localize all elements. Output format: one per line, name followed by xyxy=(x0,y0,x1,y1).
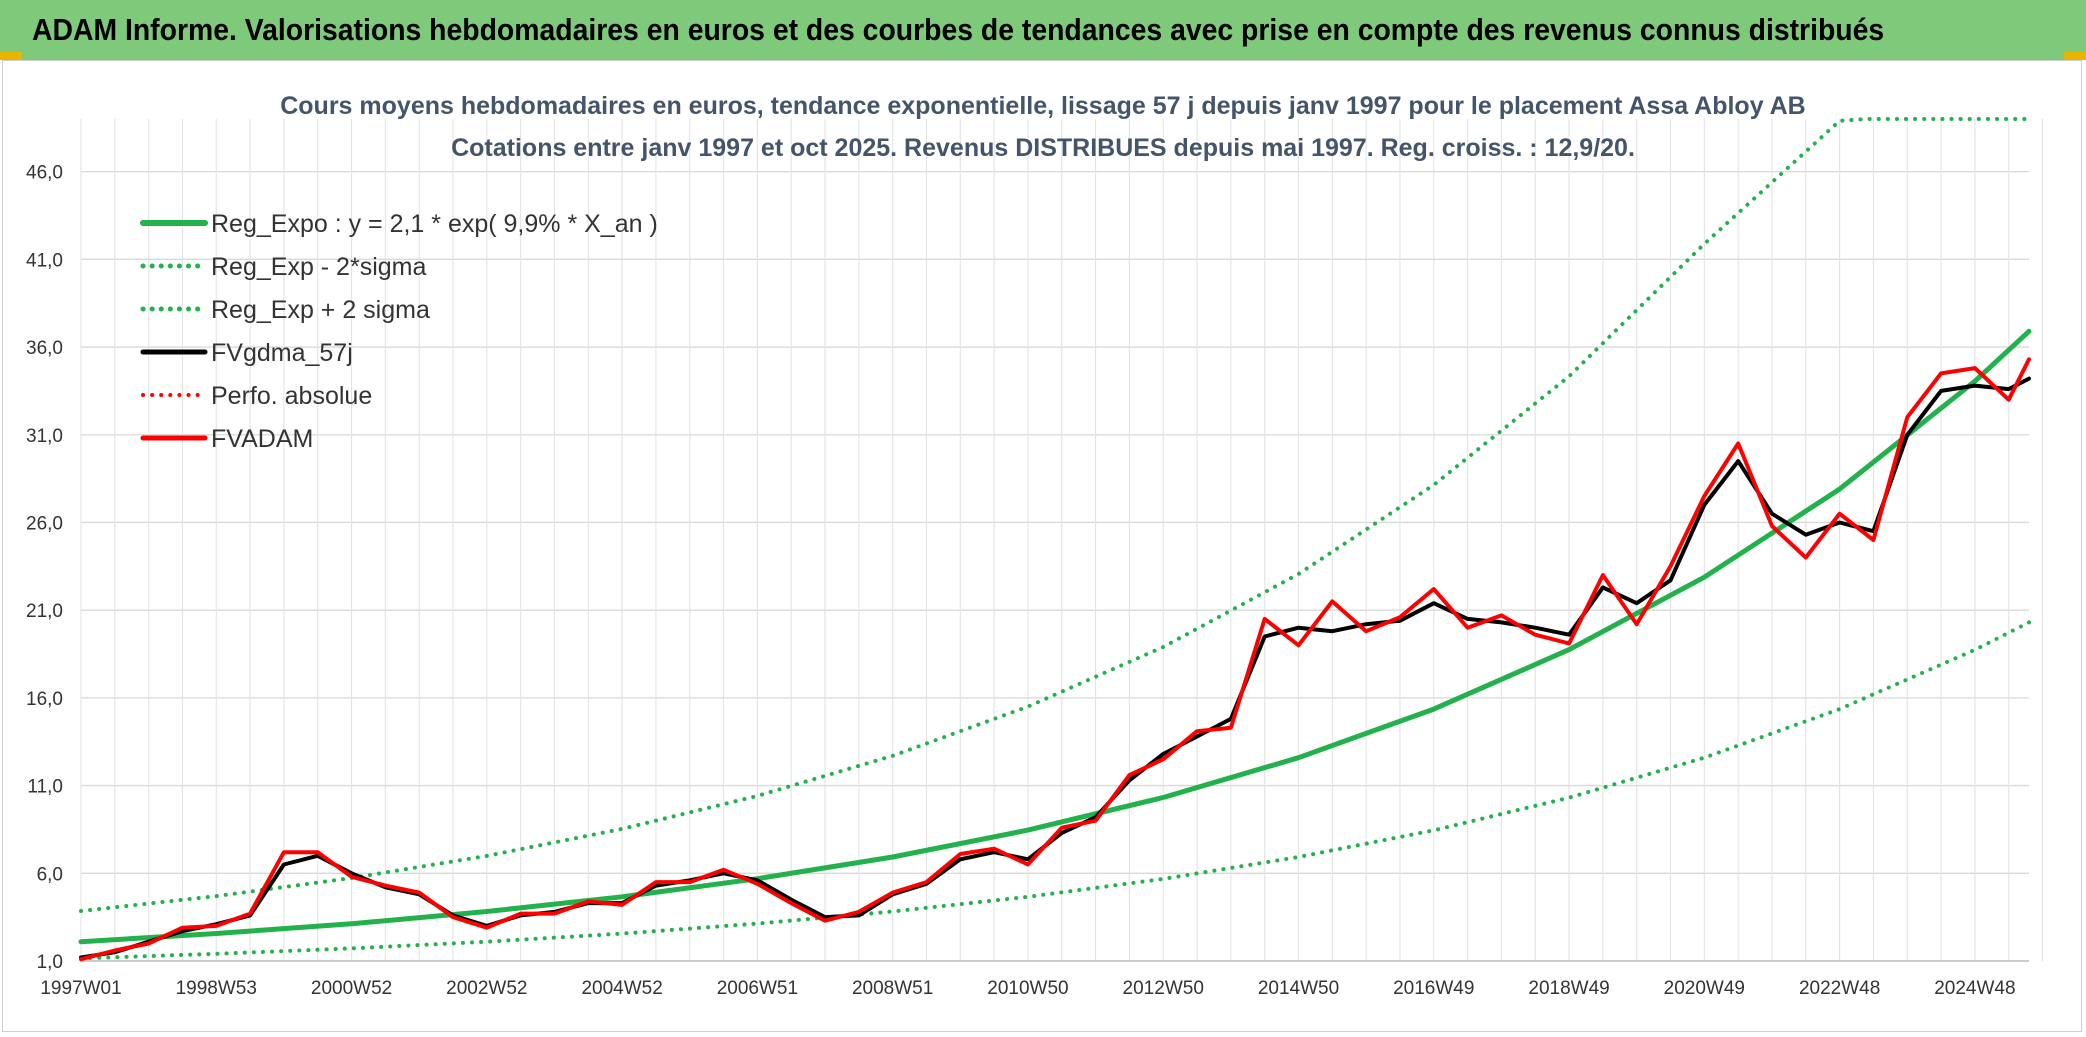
y-tick-label: 16,0 xyxy=(26,689,63,710)
series-line-2 xyxy=(79,117,2031,913)
chart-subtitle: Cotations entre janv 1997 et oct 2025. R… xyxy=(451,134,1635,162)
series-line-5 xyxy=(79,357,2031,962)
x-tick-label: 2010W50 xyxy=(987,978,1068,999)
legend: Reg_Expo : y = 2,1 * exp( 9,9% * X_an ) R… xyxy=(140,210,658,453)
grid-lines xyxy=(80,119,2044,962)
x-tick-label: 2014W50 xyxy=(1258,978,1339,999)
y-tick-label: 11,0 xyxy=(27,777,63,798)
legend-label-0: Reg_Expo : y = 2,1 * exp( 9,9% * X_an ) xyxy=(211,210,658,238)
x-tick-label: 2024W48 xyxy=(1934,978,2015,999)
x-tick-label: 2022W48 xyxy=(1799,978,1880,999)
x-tick-label: 2000W52 xyxy=(311,978,392,999)
y-tick-label: 26,0 xyxy=(26,513,63,534)
x-axis-ticks: 1997W01 1998W53 2000W52 2002W52 2004W52 2006W… xyxy=(40,978,2015,999)
x-tick-label: 1998W53 xyxy=(176,978,257,999)
header-bar: ADAM Informe. Valorisations hebdomadaire… xyxy=(0,0,2086,60)
legend-label-3: FVgdma_57j xyxy=(211,339,353,367)
y-tick-label: 6,0 xyxy=(37,864,63,885)
x-tick-label: 2004W52 xyxy=(581,978,662,999)
x-tick-label: 2020W49 xyxy=(1664,978,1745,999)
y-tick-label: 46,0 xyxy=(26,163,63,184)
x-tick-label: 2008W51 xyxy=(852,978,933,999)
y-tick-label: 41,0 xyxy=(26,250,63,271)
corner-marker-left xyxy=(0,52,22,60)
series-line-3 xyxy=(79,376,2031,960)
header-title: ADAM Informe. Valorisations hebdomadaire… xyxy=(32,12,1885,47)
y-tick-label: 31,0 xyxy=(26,426,63,447)
x-tick-label: 2012W50 xyxy=(1123,978,1204,999)
x-tick-label: 2002W52 xyxy=(446,978,527,999)
y-tick-label: 36,0 xyxy=(26,338,63,359)
legend-label-2: Reg_Exp + 2 sigma xyxy=(211,296,430,324)
chart-title: Cours moyens hebdomadaires en euros, ten… xyxy=(280,92,1806,120)
series-line-0 xyxy=(78,328,2032,945)
corner-marker-right xyxy=(2064,52,2086,60)
x-tick-label: 2016W49 xyxy=(1393,978,1474,999)
y-axis-ticks: 1,0 6,0 11,0 16,0 21,0 26,0 31,0 36,0 41,0 46,0 xyxy=(26,163,63,973)
series-layer xyxy=(78,117,2032,962)
legend-label-1: Reg_Exp - 2*sigma xyxy=(211,253,426,281)
chart-frame: 1,0 6,0 11,0 16,0 21,0 26,0 31,0 36,0 41,0 46,0 1… xyxy=(2,60,2082,1032)
series-line-1 xyxy=(79,620,2031,961)
x-tick-label: 1997W01 xyxy=(40,978,121,999)
x-tick-label: 2018W49 xyxy=(1528,978,1609,999)
y-tick-label: 1,0 xyxy=(37,952,63,973)
x-tick-label: 2006W51 xyxy=(717,978,798,999)
line-chart: 1,0 6,0 11,0 16,0 21,0 26,0 31,0 36,0 41,0 46,0 1… xyxy=(26,92,2044,999)
legend-label-5: FVADAM xyxy=(211,425,313,453)
legend-label-4: Perfo. absolue xyxy=(211,382,372,410)
y-tick-label: 21,0 xyxy=(26,601,63,622)
